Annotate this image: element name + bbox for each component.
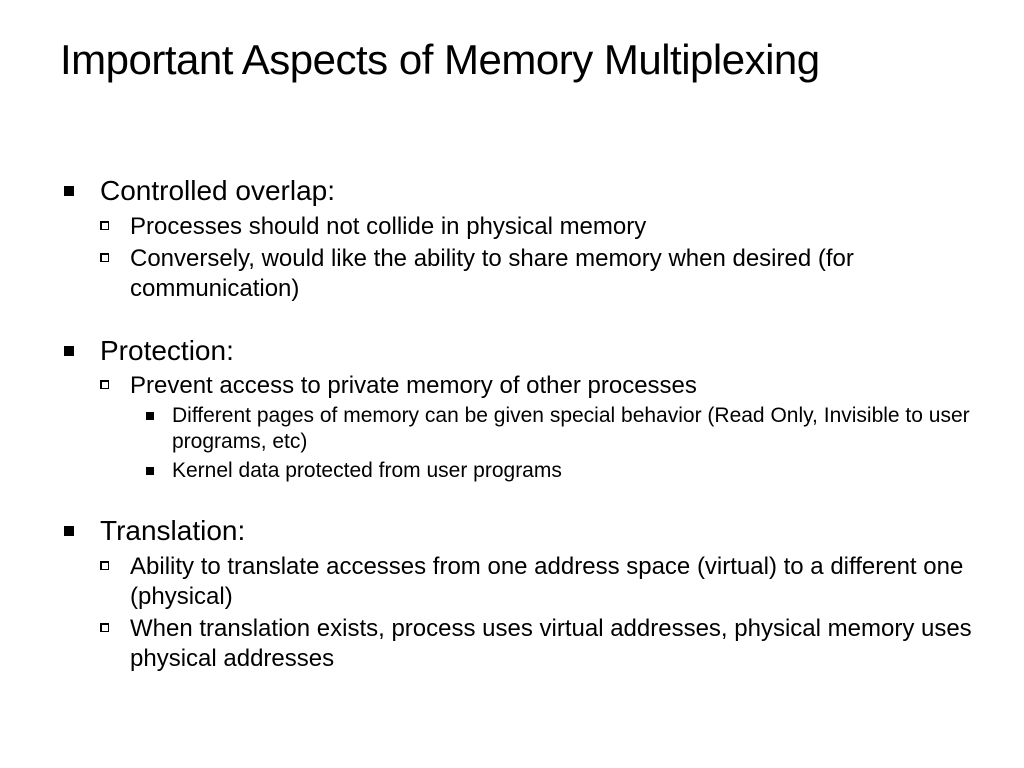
bullet-lvl3-text: Different pages of memory can be given s… [172, 404, 970, 453]
bullet-lvl3: Kernel data protected from user programs [142, 458, 974, 484]
bullet-lvl1: Translation: Ability to translate access… [60, 514, 974, 674]
bullet-lvl2-text: Ability to translate accesses from one a… [130, 553, 963, 610]
bullet-lvl3-list: Different pages of memory can be given s… [142, 403, 974, 484]
bullet-lvl2-text: When translation exists, process uses vi… [130, 615, 972, 672]
bullet-lvl2: When translation exists, process uses vi… [100, 614, 974, 674]
bullet-lvl1-label: Protection: [100, 335, 234, 366]
bullet-lvl1: Protection: Prevent access to private me… [60, 334, 974, 484]
bullet-lvl2: Conversely, would like the ability to sh… [100, 244, 974, 304]
bullet-lvl3: Different pages of memory can be given s… [142, 403, 974, 456]
bullet-lvl2: Ability to translate accesses from one a… [100, 552, 974, 612]
bullet-lvl2-list: Prevent access to private memory of othe… [100, 371, 974, 484]
bullet-lvl2: Prevent access to private memory of othe… [100, 371, 974, 484]
bullet-lvl2-list: Processes should not collide in physical… [100, 212, 974, 304]
slide: Important Aspects of Memory Multiplexing… [0, 0, 1024, 768]
bullet-lvl2-text: Processes should not collide in physical… [130, 213, 646, 240]
bullet-lvl2: Processes should not collide in physical… [100, 212, 974, 242]
slide-title: Important Aspects of Memory Multiplexing [60, 36, 974, 84]
bullet-lvl2-list: Ability to translate accesses from one a… [100, 552, 974, 674]
bullet-lvl3-text: Kernel data protected from user programs [172, 459, 562, 482]
bullet-lvl2-text: Conversely, would like the ability to sh… [130, 245, 854, 302]
bullet-list: Controlled overlap: Processes should not… [60, 174, 974, 674]
bullet-lvl1-label: Translation: [100, 515, 245, 546]
bullet-lvl1-label: Controlled overlap: [100, 175, 335, 206]
bullet-lvl1: Controlled overlap: Processes should not… [60, 174, 974, 304]
bullet-lvl2-text: Prevent access to private memory of othe… [130, 372, 697, 399]
